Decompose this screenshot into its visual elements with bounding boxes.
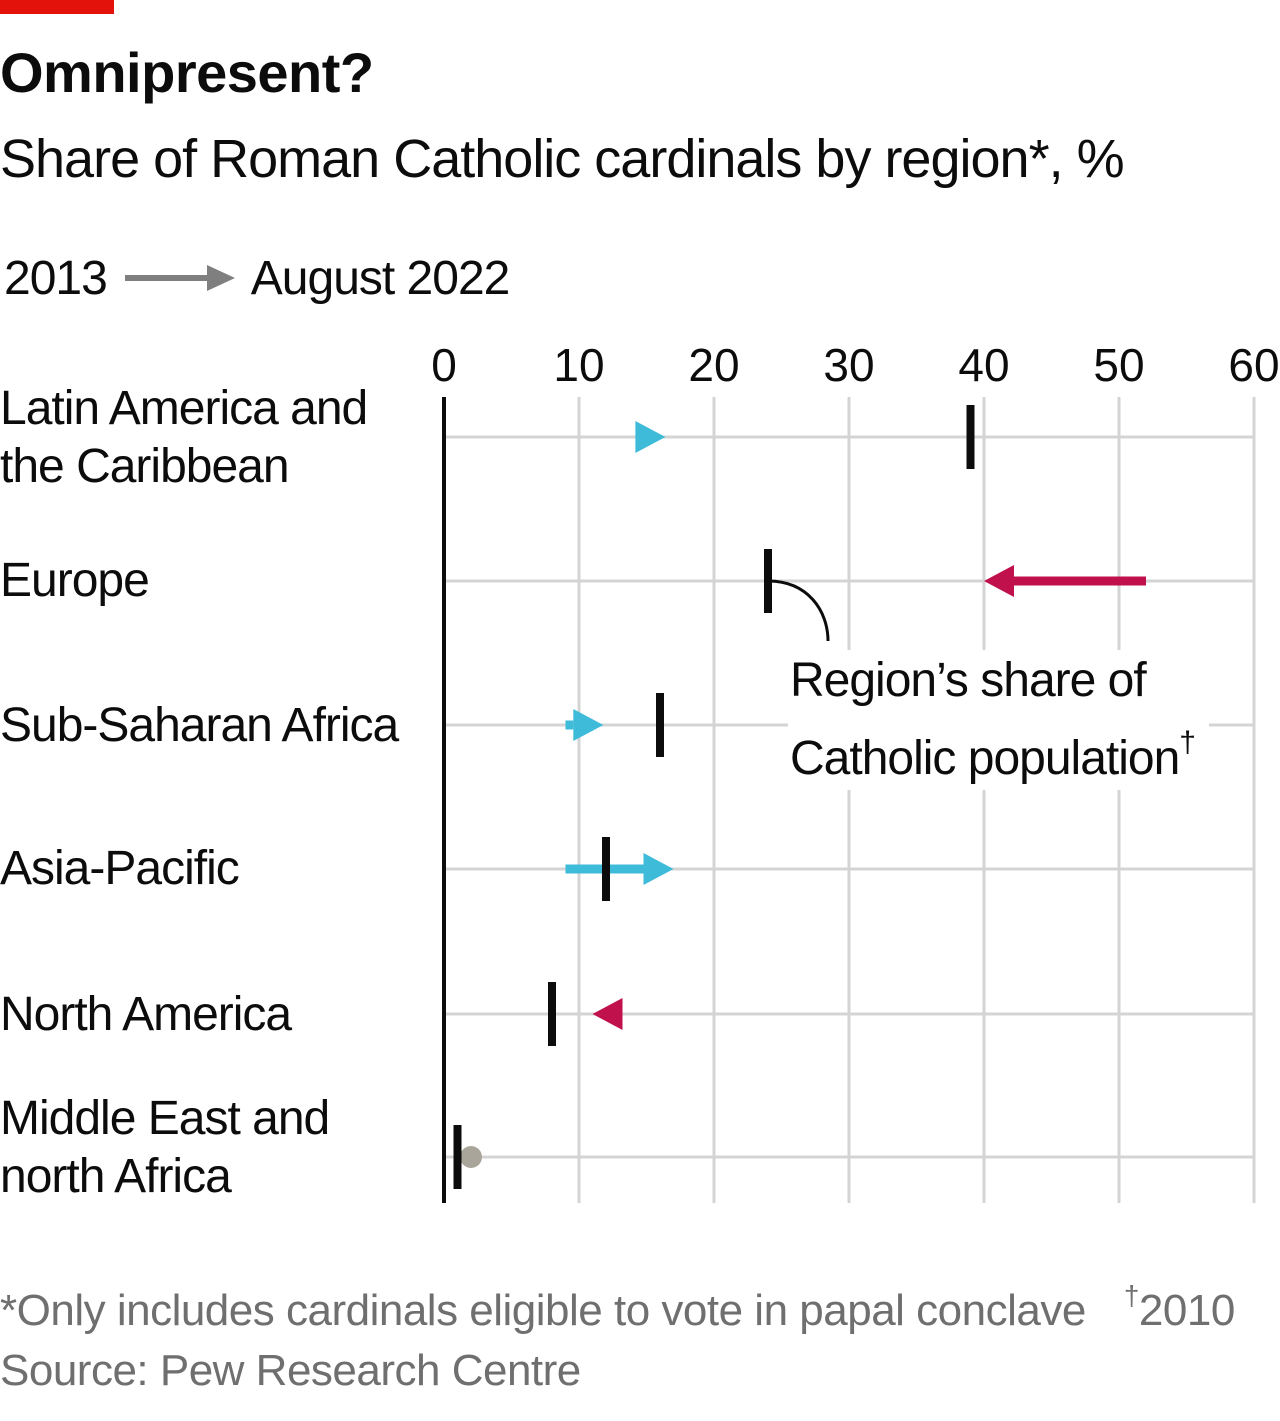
region-label-sub-saharan-africa: Sub-Saharan Africa (0, 697, 399, 755)
chart-title: Omnipresent? (0, 41, 374, 104)
footnote-note: *Only includes cardinals eligible to vot… (0, 1286, 1086, 1335)
region-label-asia-pacific: Asia-Pacific (0, 840, 240, 898)
brand-red-bar (0, 0, 114, 14)
x-tick-label: 20 (688, 339, 739, 391)
region-label-north-america: North America (0, 986, 292, 1044)
cardinal-change-arrowhead (635, 421, 666, 453)
region-label-latin-america: Latin America and the Caribbean (0, 380, 368, 496)
region-label-line: North America (0, 988, 292, 1041)
region-label-europe: Europe (0, 552, 150, 610)
cardinal-change-arrowhead (573, 709, 604, 741)
cardinal-share-dot (460, 1146, 482, 1168)
footnote: *Only includes cardinals eligible to vot… (0, 1280, 1235, 1336)
annotation-line-2-text: Catholic population (790, 732, 1180, 785)
region-label-middle-east: Middle East and north Africa (0, 1090, 330, 1206)
population-annotation: Region’s share of Catholic population† (788, 650, 1209, 790)
region-label-line: Middle East and (0, 1092, 330, 1145)
chart-subtitle: Share of Roman Catholic cardinals by reg… (0, 129, 1125, 189)
source-note: Source: Pew Research Centre (0, 1346, 581, 1395)
region-label-line: the Caribbean (0, 440, 290, 493)
legend-arrow-icon (124, 265, 235, 291)
x-tick-label: 0 (431, 339, 457, 391)
region-label-line: Europe (0, 554, 150, 607)
cardinal-change-arrowhead (984, 565, 1014, 597)
legend: 2013 August 2022 (4, 248, 511, 308)
x-tick-label: 60 (1228, 339, 1279, 391)
x-tick-label: 30 (823, 339, 874, 391)
annotation-line-2: Catholic population† (790, 712, 1196, 790)
cardinal-change-arrowhead (643, 853, 674, 885)
dagger-mark: † (1179, 726, 1196, 759)
legend-from-label: 2013 (4, 251, 108, 305)
annotation-leader-line (767, 579, 830, 642)
region-label-line: Latin America and (0, 382, 368, 435)
x-tick-label: 40 (958, 339, 1009, 391)
region-label-line: north Africa (0, 1150, 232, 1203)
chart-plot: 0 10 20 30 40 50 60 (431, 339, 1280, 1203)
x-tick-label: 10 (553, 339, 604, 391)
cardinal-change-arrowhead (592, 998, 623, 1030)
region-label-line: Sub-Saharan Africa (0, 699, 399, 752)
x-tick-label: 50 (1093, 339, 1144, 391)
footnote-dagger-mark: † (1123, 1280, 1140, 1311)
region-label-line: Asia-Pacific (0, 842, 240, 895)
legend-to-label: August 2022 (250, 251, 511, 305)
footnote-dagger: †2010 (1124, 1280, 1235, 1335)
footnote-dagger-text: 2010 (1138, 1286, 1235, 1335)
annotation-line-1: Region’s share of (790, 654, 1147, 707)
